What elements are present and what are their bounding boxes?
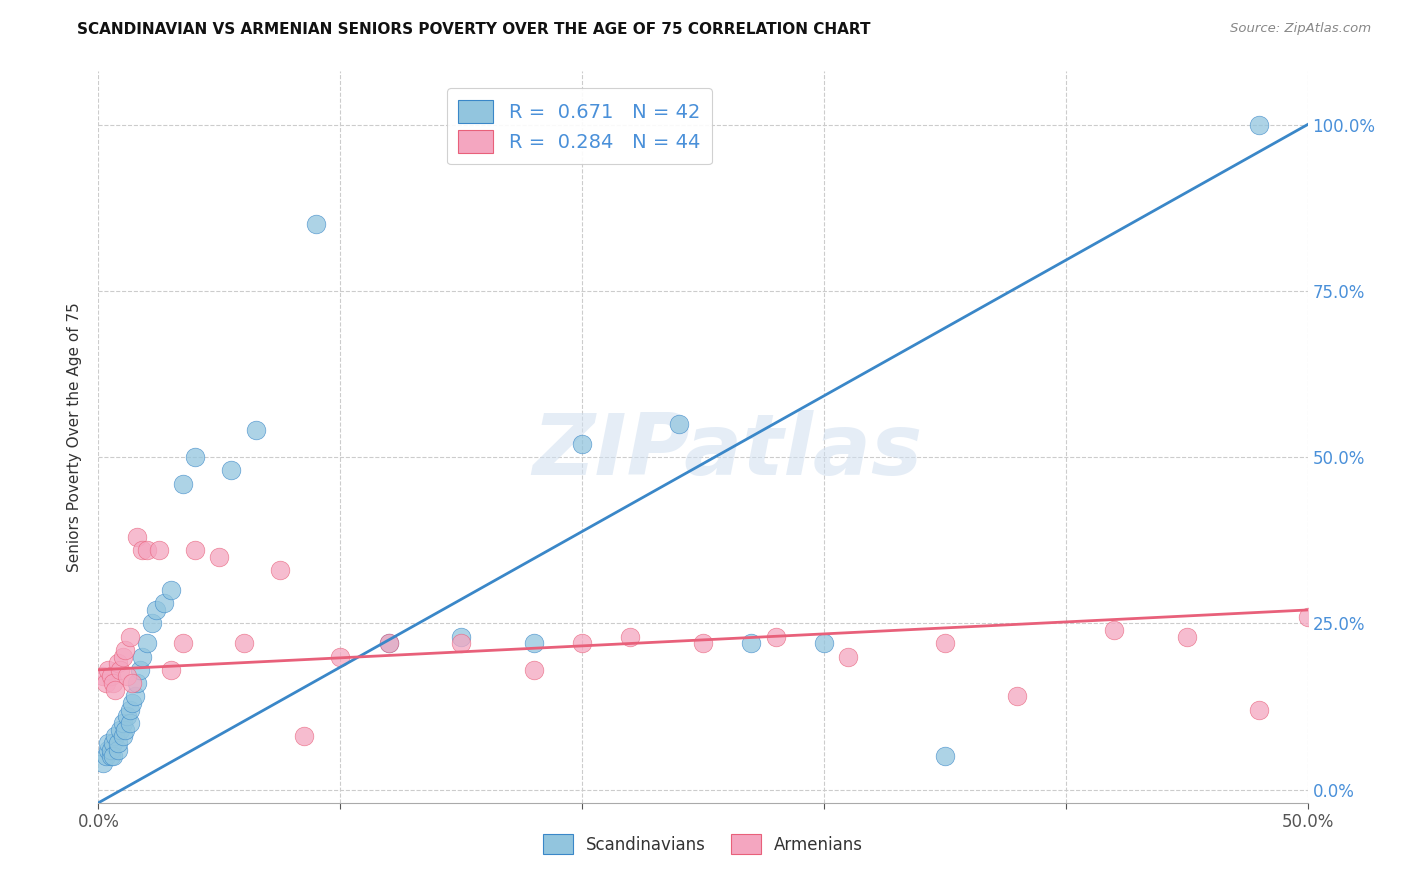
Point <box>100 749 122 764</box>
Point <box>127 676 149 690</box>
Point <box>107 742 129 756</box>
Point <box>1249 703 1271 717</box>
Point <box>101 749 124 764</box>
Point <box>523 636 546 650</box>
Point <box>934 636 956 650</box>
Point <box>571 436 593 450</box>
Point <box>377 636 399 650</box>
Point <box>1369 630 1392 644</box>
Legend: Scandinavians, Armenians: Scandinavians, Armenians <box>536 828 870 860</box>
Point <box>118 630 141 644</box>
Point <box>172 476 194 491</box>
Point <box>837 649 859 664</box>
Point <box>221 463 243 477</box>
Point <box>160 582 183 597</box>
Point <box>160 663 183 677</box>
Point <box>117 709 139 723</box>
Point <box>184 450 207 464</box>
Y-axis label: Seniors Poverty Over the Age of 75: Seniors Poverty Over the Age of 75 <box>67 302 83 572</box>
Point <box>1007 690 1029 704</box>
Point <box>269 563 291 577</box>
Point <box>111 716 134 731</box>
Point <box>111 649 134 664</box>
Point <box>619 630 641 644</box>
Text: ZIPatlas: ZIPatlas <box>531 410 922 493</box>
Point <box>740 636 762 650</box>
Point <box>94 749 117 764</box>
Point <box>152 596 174 610</box>
Point <box>97 663 120 677</box>
Point <box>184 543 207 558</box>
Point <box>450 630 472 644</box>
Point <box>692 636 714 650</box>
Point <box>114 723 136 737</box>
Point <box>100 669 122 683</box>
Point <box>1102 623 1125 637</box>
Point <box>305 217 328 231</box>
Point <box>100 742 122 756</box>
Point <box>765 630 787 644</box>
Point <box>131 543 153 558</box>
Point <box>135 543 157 558</box>
Point <box>104 729 127 743</box>
Point <box>934 749 956 764</box>
Point <box>145 603 167 617</box>
Point <box>118 716 141 731</box>
Point <box>91 669 114 683</box>
Point <box>91 756 114 770</box>
Point <box>97 736 120 750</box>
Point <box>1393 623 1406 637</box>
Point <box>111 729 134 743</box>
Point <box>101 676 124 690</box>
Point <box>329 649 352 664</box>
Point <box>108 723 131 737</box>
Point <box>104 682 127 697</box>
Point <box>118 703 141 717</box>
Point <box>292 729 315 743</box>
Point <box>141 616 163 631</box>
Point <box>245 424 267 438</box>
Point <box>101 736 124 750</box>
Point <box>127 530 149 544</box>
Point <box>1296 609 1319 624</box>
Point <box>107 656 129 670</box>
Point <box>128 663 150 677</box>
Point <box>232 636 254 650</box>
Point <box>377 636 399 650</box>
Text: Source: ZipAtlas.com: Source: ZipAtlas.com <box>1230 22 1371 36</box>
Point <box>124 690 146 704</box>
Point <box>813 636 835 650</box>
Point <box>131 649 153 664</box>
Point <box>668 417 690 431</box>
Point <box>114 643 136 657</box>
Point <box>121 676 143 690</box>
Point <box>1249 118 1271 132</box>
Point <box>135 636 157 650</box>
Point <box>94 676 117 690</box>
Point <box>1320 636 1343 650</box>
Point <box>172 636 194 650</box>
Point <box>208 549 231 564</box>
Point <box>571 636 593 650</box>
Point <box>148 543 170 558</box>
Point <box>97 742 120 756</box>
Point <box>450 636 472 650</box>
Point <box>108 663 131 677</box>
Point <box>1344 630 1367 644</box>
Point <box>121 696 143 710</box>
Point <box>117 669 139 683</box>
Point <box>523 663 546 677</box>
Text: SCANDINAVIAN VS ARMENIAN SENIORS POVERTY OVER THE AGE OF 75 CORRELATION CHART: SCANDINAVIAN VS ARMENIAN SENIORS POVERTY… <box>77 22 870 37</box>
Point <box>107 736 129 750</box>
Point <box>1175 630 1198 644</box>
